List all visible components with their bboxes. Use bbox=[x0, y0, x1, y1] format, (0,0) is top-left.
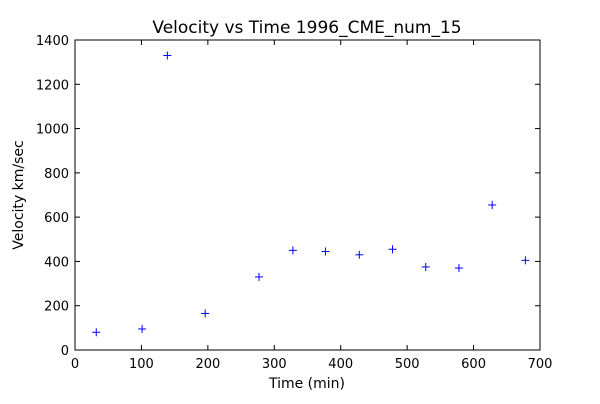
data-point bbox=[92, 328, 101, 337]
y-tick-label: 1200 bbox=[36, 78, 69, 93]
y-tick-label: 1000 bbox=[36, 123, 69, 138]
x-tick-label: 300 bbox=[262, 357, 287, 372]
data-point bbox=[163, 51, 172, 60]
x-tick-label: 200 bbox=[195, 357, 220, 372]
x-axis-label: Time (min) bbox=[268, 376, 345, 392]
data-point bbox=[454, 264, 463, 273]
x-tick-label: 0 bbox=[71, 357, 79, 372]
y-tick-label: 1400 bbox=[36, 34, 69, 49]
data-point bbox=[421, 262, 430, 271]
data-point bbox=[288, 246, 297, 255]
data-point bbox=[138, 324, 147, 333]
x-tick-label: 400 bbox=[328, 357, 353, 372]
x-tick-label: 100 bbox=[129, 357, 154, 372]
y-tick-label: 800 bbox=[44, 167, 69, 182]
data-points bbox=[92, 51, 530, 337]
y-tick-label: 0 bbox=[61, 344, 69, 359]
chart-title: Velocity vs Time 1996_CME_num_15 bbox=[152, 18, 461, 38]
x-tick-label: 700 bbox=[528, 357, 553, 372]
x-tick-label: 500 bbox=[395, 357, 420, 372]
data-point bbox=[255, 272, 264, 281]
axis-ticks: 0 100 200 300 400 500 600 700 0 200 400 600 800 1000 1… bbox=[36, 34, 553, 372]
data-point bbox=[488, 200, 497, 209]
y-axis-label: Velocity km/sec bbox=[11, 140, 27, 249]
data-point bbox=[355, 250, 364, 259]
plot-area-frame bbox=[74, 39, 541, 351]
y-tick-label: 400 bbox=[44, 255, 69, 270]
data-point bbox=[521, 256, 530, 265]
data-point bbox=[201, 309, 210, 318]
y-tick-label: 600 bbox=[44, 211, 69, 226]
data-point bbox=[388, 245, 397, 254]
data-point bbox=[321, 247, 330, 256]
y-tick-label: 200 bbox=[44, 300, 69, 315]
x-tick-label: 600 bbox=[461, 357, 486, 372]
